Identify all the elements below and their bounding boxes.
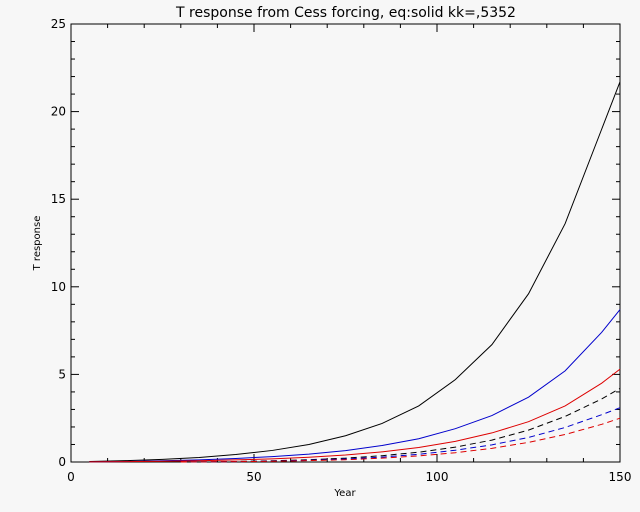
y-tick-label: 25 [51, 17, 66, 31]
y-tick-label: 15 [51, 192, 66, 206]
x-tick-label: 100 [426, 470, 449, 484]
x-axis-label: Year [333, 488, 356, 499]
y-axis-label: T response [32, 216, 43, 272]
y-tick-label: 5 [58, 367, 66, 381]
series-line-3 [89, 368, 621, 463]
ticks-layer: 0 50 100 150 0 5 10 15 20 25 [51, 17, 632, 484]
series-layer [89, 81, 621, 463]
series-line-1 [89, 81, 621, 462]
x-tick-label: 50 [246, 470, 261, 484]
y-tick-label: 0 [58, 455, 66, 469]
series-line-2 [89, 309, 621, 463]
x-tick-label: 0 [67, 470, 75, 484]
plot-frame [70, 23, 621, 463]
series-line-6 [180, 417, 621, 463]
series-line-5 [180, 407, 621, 463]
x-tick-label: 150 [609, 470, 632, 484]
y-tick-label: 10 [51, 280, 66, 294]
y-tick-label: 20 [51, 105, 66, 119]
series-line-4 [180, 387, 621, 463]
chart-title: T response from Cess forcing, eq:solid k… [175, 5, 516, 21]
